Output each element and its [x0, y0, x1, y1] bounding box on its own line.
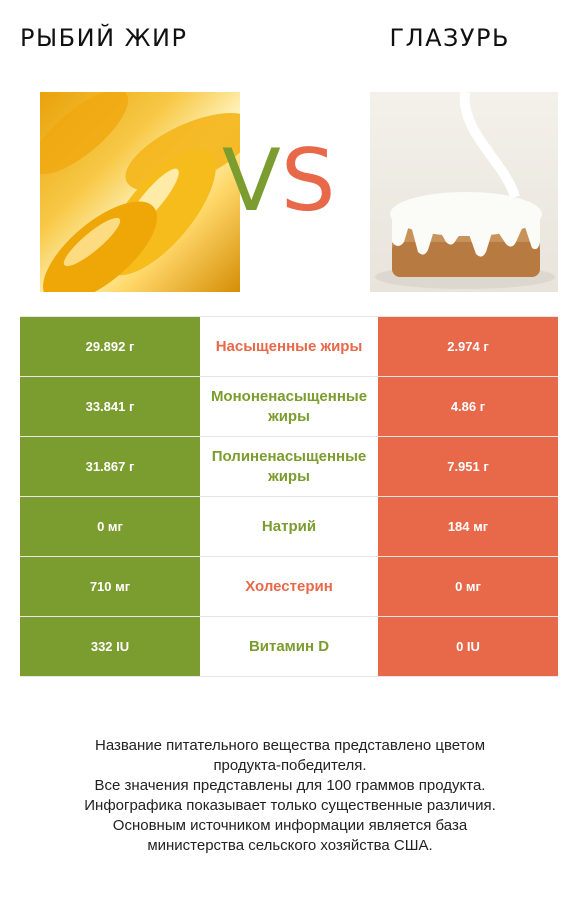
table-row: 33.841 г Мононенасыщенные жиры 4.86 г — [20, 377, 558, 437]
right-value: 0 мг — [378, 557, 558, 616]
versus-s: S — [280, 131, 336, 231]
versus-v: V — [222, 131, 281, 231]
nutrient-label: Витамин D — [248, 637, 330, 655]
footer-line: Все значения представлены для 100 граммо… — [94, 777, 486, 794]
footer-line: Основным источником информации является … — [112, 817, 468, 834]
left-value: 33.841 г — [20, 377, 200, 436]
table-row: 29.892 г Насыщенные жиры 2.974 г — [20, 316, 558, 377]
left-value: 29.892 г — [20, 317, 200, 376]
left-product-title: Рыбий жир — [20, 24, 188, 52]
left-value: 31.867 г — [20, 437, 200, 496]
nutrient-label: Мононенасыщенные жиры — [210, 387, 368, 425]
footer-notes: Название питательного вещества представл… — [30, 736, 550, 856]
table-row: 332 IU Витамин D 0 IU — [20, 617, 558, 677]
nutrient-label: Полиненасыщенные жиры — [211, 447, 367, 485]
right-value: 0 IU — [378, 617, 558, 676]
footer-line: министерства сельского хозяйства США. — [147, 837, 433, 854]
right-value: 184 мг — [378, 497, 558, 556]
fish-oil-capsules-image — [40, 92, 240, 292]
left-value: 710 мг — [20, 557, 200, 616]
right-product-title: Глазурь — [389, 24, 510, 52]
nutrient-label: Натрий — [261, 517, 317, 535]
footer-line: Инфографика показывает только существенн… — [84, 797, 496, 814]
left-value: 0 мг — [20, 497, 200, 556]
left-value: 332 IU — [20, 617, 200, 676]
right-value: 2.974 г — [378, 317, 558, 376]
right-value: 4.86 г — [378, 377, 558, 436]
right-value: 7.951 г — [378, 437, 558, 496]
versus-label: VS — [222, 138, 335, 224]
glaze-photo — [370, 92, 558, 292]
glazed-cake-image — [375, 92, 555, 289]
table-row: 31.867 г Полиненасыщенные жиры 7.951 г — [20, 437, 558, 497]
nutrient-label: Холестерин — [245, 577, 333, 595]
comparison-table: 29.892 г Насыщенные жиры 2.974 г 33.841 … — [20, 316, 558, 677]
table-row: 710 мг Холестерин 0 мг — [20, 557, 558, 617]
footer-line: Название питательного вещества представл… — [94, 737, 486, 754]
nutrient-label: Насыщенные жиры — [215, 337, 363, 355]
footer-line: продукта-победителя. — [213, 757, 367, 774]
fish-oil-photo — [40, 92, 240, 292]
table-row: 0 мг Натрий 184 мг — [20, 497, 558, 557]
